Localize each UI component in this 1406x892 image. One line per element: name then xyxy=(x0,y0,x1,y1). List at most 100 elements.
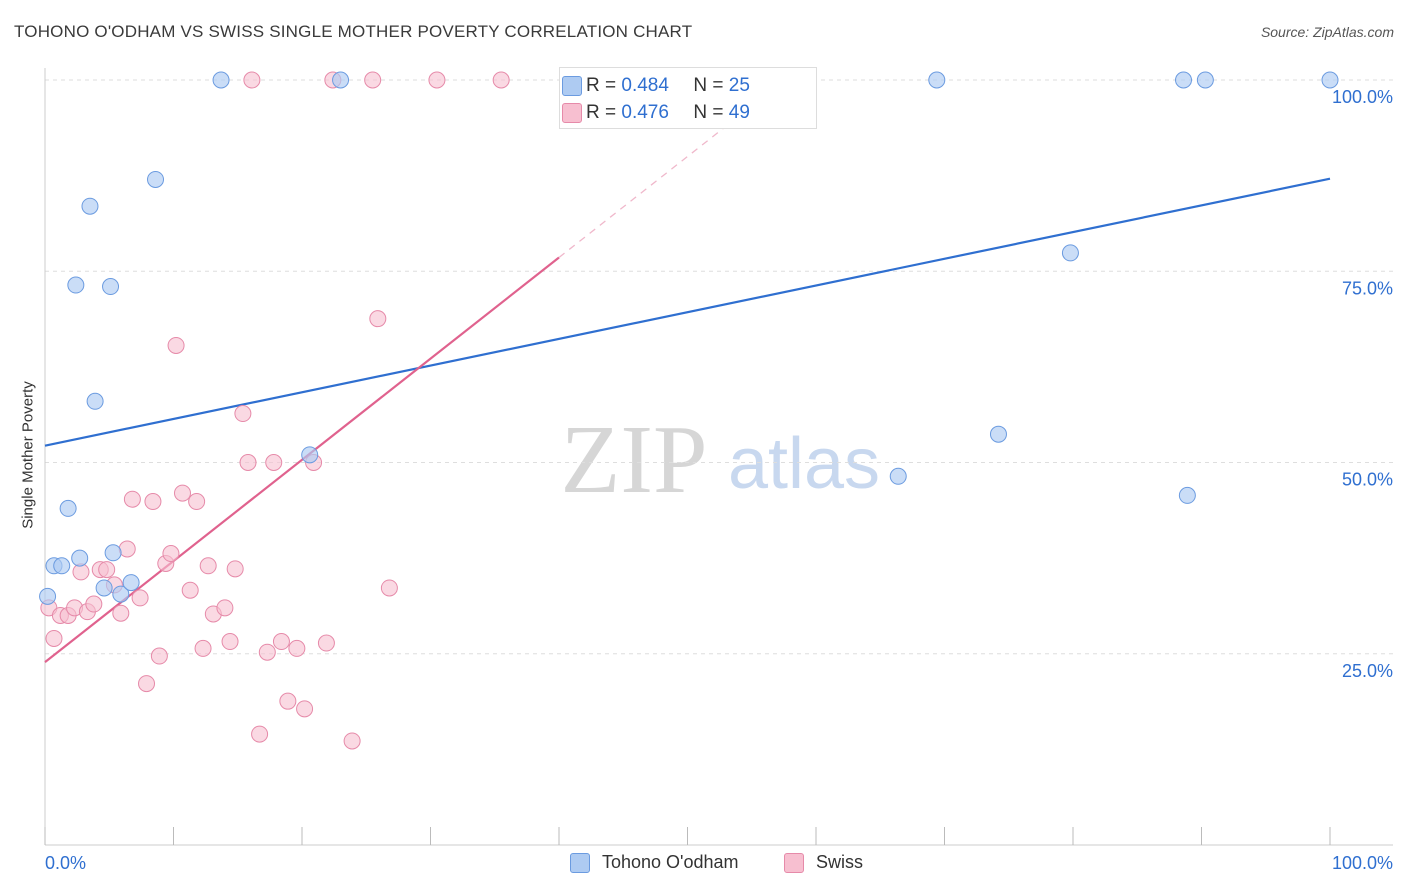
legend-swatch-tohono xyxy=(570,852,590,873)
point-swiss xyxy=(194,639,212,657)
watermark: ZIP atlas xyxy=(561,406,881,514)
point-swiss xyxy=(167,336,185,354)
point-tohono xyxy=(122,574,140,592)
y-tick-label: 75.0% xyxy=(1342,278,1393,298)
legend-label-tohono: Tohono O'odham xyxy=(602,852,739,872)
point-tohono xyxy=(332,71,350,89)
point-tohono xyxy=(928,71,946,89)
n-value: 25 xyxy=(728,75,750,96)
point-swiss xyxy=(98,561,116,579)
point-tohono xyxy=(212,71,230,89)
point-tohono xyxy=(1178,486,1196,504)
point-swiss xyxy=(162,545,180,563)
chart-title: TOHONO O'ODHAM VS SWISS SINGLE MOTHER PO… xyxy=(14,22,693,41)
trend-line-tohono xyxy=(44,177,1331,447)
point-tohono xyxy=(1196,71,1214,89)
point-tohono xyxy=(147,170,165,188)
legend-item-swiss[interactable]: Swiss xyxy=(784,852,863,873)
point-swiss xyxy=(216,599,234,617)
y-tick-label: 100.0% xyxy=(1332,87,1393,107)
point-swiss xyxy=(85,595,103,613)
point-swiss xyxy=(492,71,510,89)
point-swiss xyxy=(221,633,239,651)
stats-row-swiss: R = 0.476 N = 49 xyxy=(562,100,750,126)
point-swiss xyxy=(131,589,149,607)
point-swiss xyxy=(272,633,290,651)
point-tohono xyxy=(102,278,120,296)
source-credit: Source: ZipAtlas.com xyxy=(1260,24,1394,40)
point-tohono xyxy=(95,579,113,597)
point-tohono xyxy=(889,467,907,485)
point-tohono xyxy=(86,392,104,410)
n-label: N = xyxy=(693,102,724,123)
point-tohono xyxy=(67,276,85,294)
point-tohono xyxy=(989,425,1007,443)
point-swiss xyxy=(296,700,314,718)
n-label: N = xyxy=(693,75,724,96)
r-value: 0.484 xyxy=(621,75,669,96)
point-tohono xyxy=(39,587,57,605)
point-tohono xyxy=(59,499,77,517)
point-swiss xyxy=(343,732,361,750)
point-swiss xyxy=(234,405,252,423)
point-swiss xyxy=(123,490,141,508)
point-swiss xyxy=(369,310,387,328)
point-swiss xyxy=(181,581,199,599)
point-swiss xyxy=(239,454,257,471)
y-tick-label: 25.0% xyxy=(1342,661,1393,681)
point-swiss xyxy=(150,647,168,665)
gridlines xyxy=(45,79,1393,655)
r-label: R = xyxy=(586,75,617,96)
point-swiss xyxy=(118,540,136,558)
point-tohono xyxy=(104,544,122,562)
point-swiss xyxy=(144,493,162,511)
x-tick-label: 100.0% xyxy=(1332,853,1393,873)
stats-legend: R = 0.484 N = 25 R = 0.476 N = 49 xyxy=(559,67,817,129)
axes xyxy=(44,68,1393,846)
trend-line-swiss-extension xyxy=(558,105,753,258)
point-swiss xyxy=(188,493,206,511)
data-points xyxy=(39,71,1339,750)
r-label: R = xyxy=(586,102,617,123)
point-swiss xyxy=(243,71,261,89)
point-swiss xyxy=(288,639,306,657)
point-swiss xyxy=(199,557,217,575)
series-legend: Tohono O'odham Swiss xyxy=(0,852,1406,876)
trend-lines xyxy=(44,105,1331,664)
watermark-atlas: atlas xyxy=(728,424,880,504)
legend-item-tohono[interactable]: Tohono O'odham xyxy=(570,852,739,873)
point-swiss xyxy=(45,629,63,647)
point-tohono xyxy=(81,197,99,215)
point-tohono xyxy=(71,549,89,567)
point-swiss xyxy=(251,725,269,743)
x-tick-label: 0.0% xyxy=(45,853,86,873)
y-tick-label: 50.0% xyxy=(1342,470,1393,490)
stats-row-tohono: R = 0.484 N = 25 xyxy=(562,73,750,99)
swatch-tohono xyxy=(562,76,582,96)
point-swiss xyxy=(265,454,283,471)
point-tohono xyxy=(1061,244,1079,262)
n-value: 49 xyxy=(728,102,750,123)
point-tohono xyxy=(301,446,319,464)
point-swiss xyxy=(317,634,335,652)
point-swiss xyxy=(380,579,398,597)
point-swiss xyxy=(428,71,446,89)
point-swiss xyxy=(258,643,276,661)
point-tohono xyxy=(53,557,71,575)
point-swiss xyxy=(279,692,297,710)
tick-labels: 25.0% 50.0% 75.0% 100.0% 0.0% 100.0% xyxy=(45,87,1393,873)
watermark-zip: ZIP xyxy=(561,406,708,514)
point-swiss xyxy=(364,71,382,89)
point-swiss xyxy=(112,604,130,622)
trend-line-swiss xyxy=(44,256,560,664)
point-swiss xyxy=(173,484,191,502)
r-value: 0.476 xyxy=(621,102,669,123)
point-swiss xyxy=(138,675,156,693)
swatch-swiss xyxy=(562,103,582,123)
point-tohono xyxy=(1175,71,1193,89)
legend-label-swiss: Swiss xyxy=(816,852,864,872)
point-tohono xyxy=(1321,71,1339,89)
point-swiss xyxy=(226,560,244,578)
legend-swatch-swiss xyxy=(784,852,804,873)
